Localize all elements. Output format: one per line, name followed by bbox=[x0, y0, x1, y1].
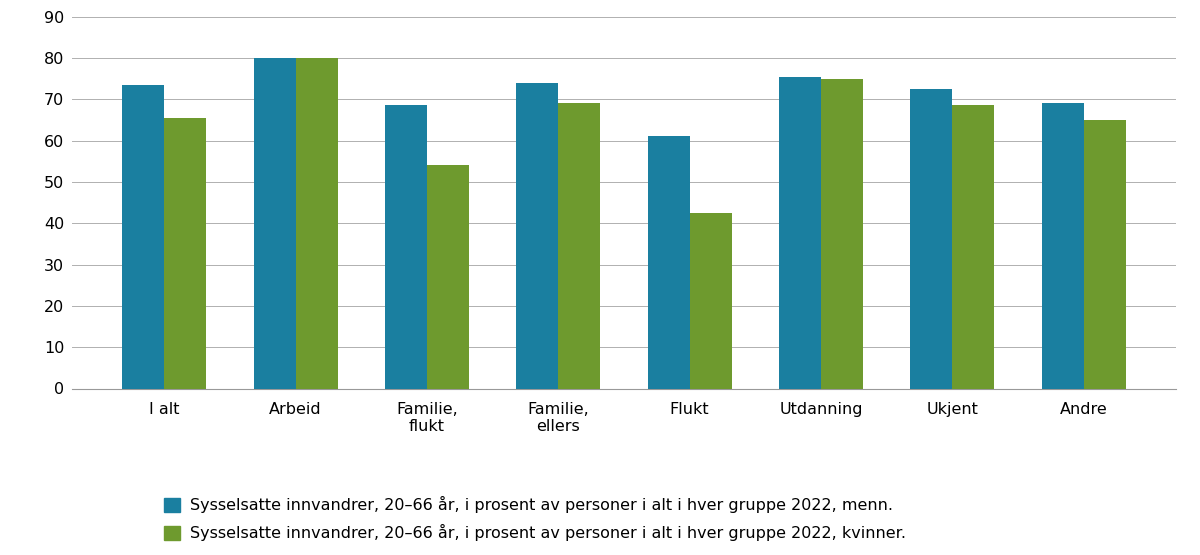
Bar bbox=[953, 105, 995, 388]
Bar bbox=[779, 77, 821, 388]
Bar bbox=[295, 58, 337, 388]
Bar bbox=[911, 89, 953, 388]
Bar bbox=[1042, 103, 1084, 388]
Bar bbox=[558, 103, 600, 388]
Bar bbox=[164, 118, 206, 388]
Bar bbox=[122, 85, 164, 388]
Bar bbox=[385, 105, 427, 388]
Legend: Sysselsatte innvandrer, 20–66 år, i prosent av personer i alt i hver gruppe 2022: Sysselsatte innvandrer, 20–66 år, i pros… bbox=[164, 496, 906, 542]
Bar bbox=[821, 79, 863, 388]
Bar bbox=[690, 213, 732, 388]
Bar bbox=[516, 83, 558, 388]
Bar bbox=[253, 58, 295, 388]
Bar bbox=[648, 137, 690, 388]
Bar bbox=[427, 165, 469, 388]
Bar bbox=[1084, 120, 1126, 388]
